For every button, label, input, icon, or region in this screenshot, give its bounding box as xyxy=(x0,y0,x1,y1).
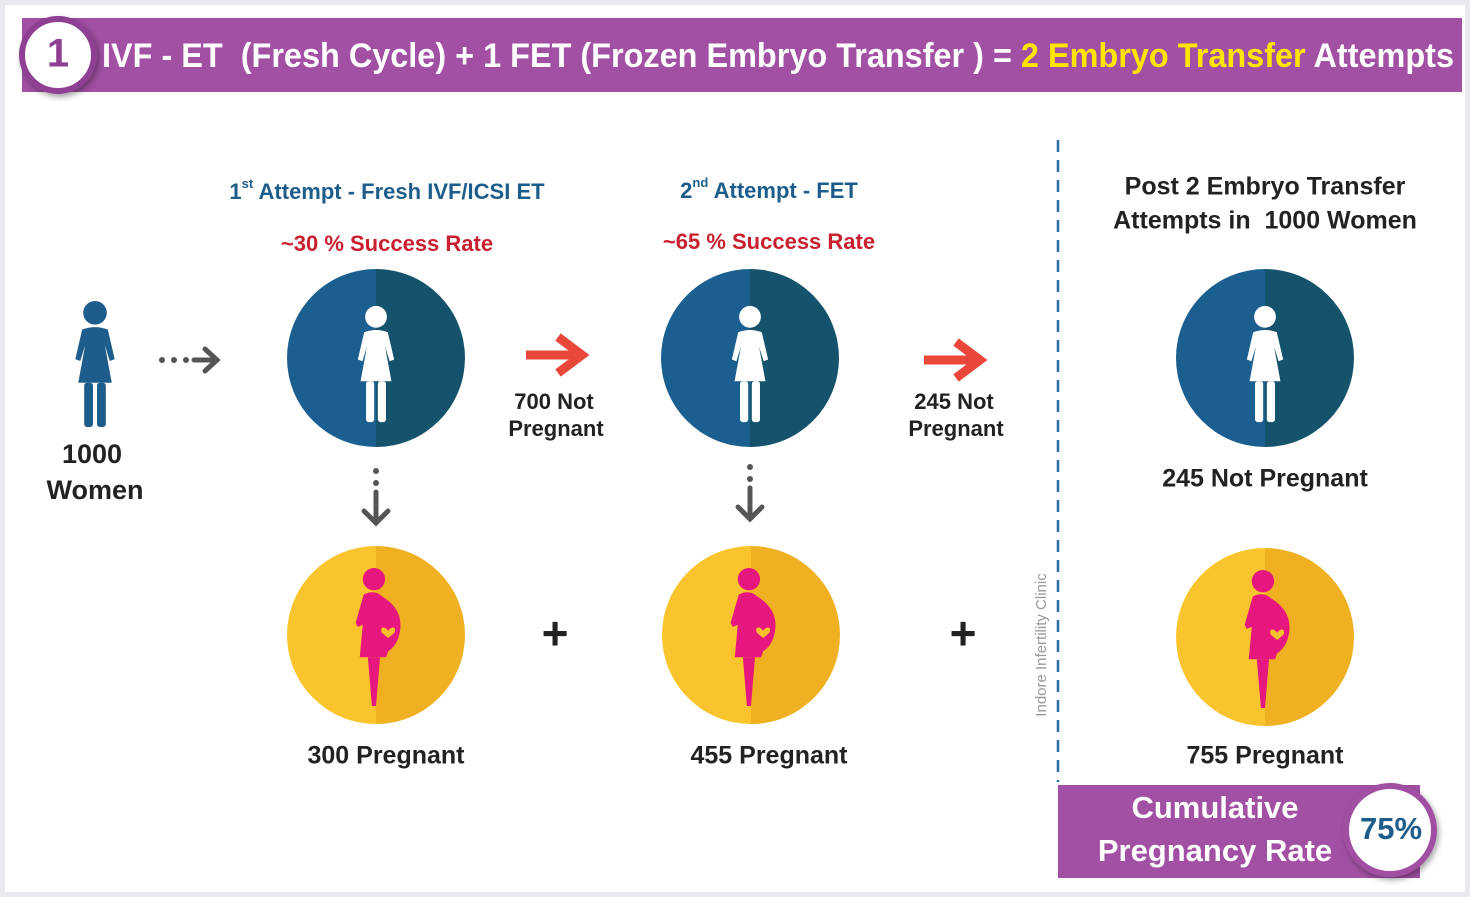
plus: + xyxy=(542,607,569,659)
pregnant-count: 300 Pregnant xyxy=(307,742,465,770)
step-badge xyxy=(19,16,97,94)
down-arrow xyxy=(361,468,391,527)
attempt-label: Attempt - FET xyxy=(708,178,858,203)
header-bar xyxy=(22,18,1462,92)
panel xyxy=(5,5,1465,892)
not-pregnant-count: 700 Not xyxy=(514,389,594,414)
summary-heading: Post 2 Embryo Transfer xyxy=(1125,173,1406,201)
ordinal: 2 xyxy=(680,178,692,203)
down-arrow xyxy=(735,464,765,523)
step-number: 1 xyxy=(47,32,69,76)
not-pregnant-circle xyxy=(661,269,839,447)
success-rate: ~30 % Success Rate xyxy=(281,231,493,256)
pregnant-count: 455 Pregnant xyxy=(690,742,848,770)
start-count: 1000 xyxy=(62,439,122,469)
success-rate: ~65 % Success Rate xyxy=(663,229,875,254)
result-label: Pregnancy Rate xyxy=(1098,833,1332,868)
summary-not-pregnant: 245 Not Pregnant xyxy=(1162,465,1368,493)
red-arrow xyxy=(526,333,590,377)
summary-pregnant: 755 Pregnant xyxy=(1186,742,1344,770)
pregnant-circle xyxy=(287,546,465,724)
not-pregnant-count: 245 Not xyxy=(914,389,994,414)
ordinal-suffix: nd xyxy=(692,175,708,190)
rate-badge xyxy=(1343,783,1437,877)
rate: 75% xyxy=(1360,811,1422,846)
summary-heading: Attempts in 1000 Women xyxy=(1113,207,1417,235)
header-title: IVF - ET (Fresh Cycle) + 1 FET (Frozen E… xyxy=(102,37,1454,75)
pregnant-circle xyxy=(1176,548,1354,726)
not-pregnant-label: Pregnant xyxy=(908,416,1004,441)
not-pregnant-circle xyxy=(1176,269,1354,447)
start-label: Women xyxy=(46,475,143,505)
ordinal-suffix: st xyxy=(242,176,254,191)
attempt-label: Attempt - Fresh IVF/ICSI ET xyxy=(253,179,545,204)
watermark: Indore Infertility Clinic xyxy=(1033,573,1050,717)
attempt-heading: 2nd Attempt - FET xyxy=(680,175,858,202)
plus: + xyxy=(950,607,977,659)
ordinal: 1 xyxy=(229,179,241,204)
title-highlight: 2 Embryo Transfer xyxy=(1021,37,1306,75)
not-pregnant-label: Pregnant xyxy=(508,416,604,441)
attempt-heading: 1st Attempt - Fresh IVF/ICSI ET xyxy=(229,176,545,203)
title-start: IVF - ET (Fresh Cycle) + 1 FET (Frozen E… xyxy=(102,37,1021,75)
title-end: Attempts xyxy=(1306,37,1454,75)
result-label: Cumulative xyxy=(1131,790,1298,825)
dotted-arrow xyxy=(159,346,221,374)
red-arrow xyxy=(924,338,988,382)
not-pregnant-circle xyxy=(287,269,465,447)
pregnant-circle xyxy=(662,546,840,724)
